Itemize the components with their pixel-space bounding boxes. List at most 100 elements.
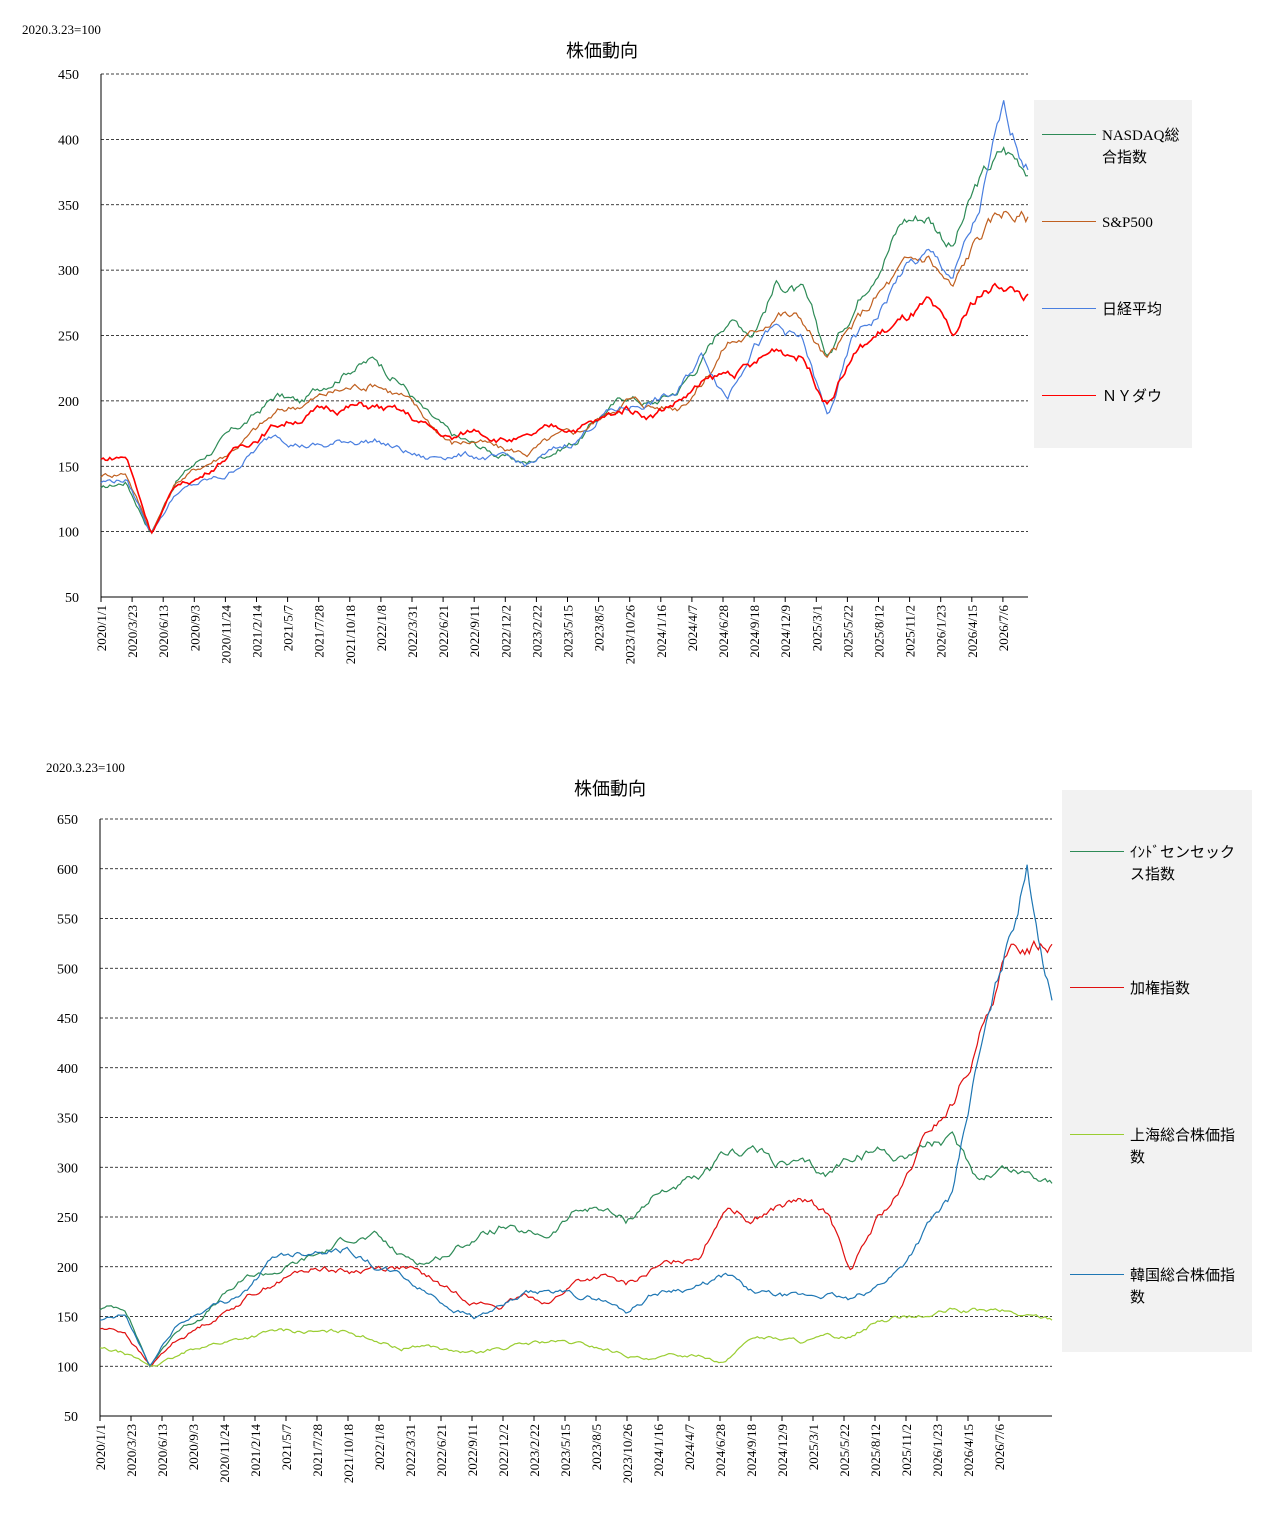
legend-swatch-shanghai [1070,1134,1124,1135]
x-tick-label: 2025/11/2 [899,1424,914,1476]
x-tick-label: 2020/11/24 [217,1424,232,1483]
legend-swatch-kospi [1070,1274,1124,1275]
x-tick-label: 2024/4/7 [682,1424,697,1471]
x-tick-label: 2020/9/3 [186,1424,201,1470]
chart-top-svg: 50 100 150 200 250 300 350 400 450 2020/1/1 2020/3… [58,68,1029,665]
legend-swatch-nydow [1042,395,1096,396]
x-tick-label: 2022/3/31 [405,605,420,658]
x-tick-label: 2021/2/14 [250,605,265,658]
x-tick-label: 2024/9/18 [747,605,762,658]
legend-swatch-taiex [1070,987,1124,988]
x-tick-label: 2025/3/1 [806,1424,821,1470]
legend-item-nikkei: 日経平均 [1042,299,1188,321]
x-tick-label: 2022/12/2 [498,605,513,658]
legend-label-nikkei: 日経平均 [1102,302,1163,318]
y-tick-label: 150 [58,460,79,475]
x-tick-label: 2025/3/1 [809,605,824,651]
x-tick-label: 2023/2/22 [527,1424,542,1477]
y-tick-label: 350 [58,199,79,214]
x-tick-label: 2024/9/18 [744,1424,759,1477]
legend-label-nydow: ＮＹダウ [1102,389,1163,405]
series-line [99,1131,1053,1368]
x-tick-label: 2022/1/8 [374,605,389,651]
x-tick-label: 2024/4/7 [685,605,700,652]
x-tick-label: 2025/8/12 [872,605,887,658]
legend-swatch-nasdaq [1042,134,1096,135]
x-tick-label: 2021/10/18 [341,1424,356,1483]
legend-item-nydow: ＮＹダウ [1042,386,1188,408]
legend-swatch-sp500 [1042,221,1096,222]
x-tick-label: 2020/11/24 [218,605,233,664]
series-line [100,100,1029,535]
x-tick-label: 2024/12/9 [775,1424,790,1477]
chart-bottom-svg: 50 100 150 200 250 300 350 400 450 500 550 600 650 20… [57,813,1053,1484]
legend-label-sp500: S&P500 [1102,215,1153,231]
x-tick-label: 2021/2/14 [248,1424,263,1477]
x-tick-label: 2024/12/9 [778,605,793,658]
y-tick-label: 400 [57,1062,78,1077]
x-tick-label: 2023/8/5 [589,1424,604,1470]
x-tick-label: 2024/6/28 [716,605,731,658]
x-tick-label: 2022/6/21 [436,605,451,658]
x-tick-label: 2022/1/8 [372,1424,387,1470]
legend-item-sensex: ｲﾝﾄﾞセンセックス指数 [1070,842,1248,886]
y-tick-label: 250 [57,1211,78,1226]
legend-item-taiex: 加権指数 [1070,978,1248,1000]
series-line [100,282,1029,535]
y-tick-label: 600 [57,863,78,878]
x-tick-label: 2023/2/22 [529,605,544,658]
series-line [99,864,1053,1367]
x-tick-label: 2022/9/11 [465,1424,480,1476]
y-tick-label: 50 [65,591,79,606]
y-tick-label: 350 [57,1112,78,1127]
x-tick-label: 2021/5/7 [279,1424,294,1471]
x-tick-label: 2023/10/26 [623,605,638,665]
chart-top-title: 株価動向 [566,41,638,61]
x-tick-label: 2024/1/16 [651,1424,666,1477]
x-tick-label: 2023/5/15 [558,1424,573,1477]
series-line [99,939,1053,1367]
legend-label-sensex: ｲﾝﾄﾞセンセックス指数 [1130,845,1236,883]
x-tick-label: 2026/7/6 [992,1424,1007,1471]
x-tick-label: 2020/1/1 [94,605,109,651]
legend-swatch-sensex [1070,851,1124,852]
x-tick-label: 2021/7/28 [310,1424,325,1477]
y-tick-label: 500 [57,962,78,977]
y-tick-label: 50 [64,1410,78,1425]
legend-item-kospi: 韓国総合株価指数 [1070,1265,1248,1309]
x-tick-label: 2026/1/23 [934,605,949,658]
y-tick-label: 150 [57,1311,78,1326]
legend-item-sp500: S&P500 [1042,212,1188,234]
x-tick-label: 2023/5/15 [561,605,576,658]
chart-top: 2020.3.23=100 株価動向 50 100 150 200 250 300 350 4… [0,0,1275,740]
x-tick-label: 2020/6/13 [156,605,171,658]
x-tick-label: 2020/9/3 [187,605,202,651]
x-tick-label: 2022/6/21 [434,1424,449,1477]
y-tick-label: 250 [58,330,79,345]
y-tick-label: 200 [57,1261,78,1276]
x-tick-label: 2020/6/13 [155,1424,170,1477]
x-tick-label: 2026/4/15 [965,605,980,658]
x-tick-label: 2021/5/7 [281,605,296,652]
chart-top-legend: NASDAQ総合指数 S&P500 日経平均 ＮＹダウ [1034,100,1192,448]
legend-item-nasdaq: NASDAQ総合指数 [1042,125,1188,169]
x-tick-label: 2020/3/23 [125,605,140,658]
x-tick-label: 2024/6/28 [713,1424,728,1477]
legend-label-kospi: 韓国総合株価指数 [1130,1268,1236,1306]
x-tick-label: 2021/7/28 [312,605,327,658]
y-tick-label: 550 [57,913,78,928]
legend-label-shanghai: 上海総合株価指数 [1130,1128,1236,1166]
x-tick-label: 2020/1/1 [93,1424,108,1470]
chart-bottom: 2020.3.23=100 株価動向 50 100 150 200 250 300 350 4… [0,745,1275,1523]
y-tick-label: 200 [58,395,79,410]
y-tick-label: 450 [58,68,79,83]
x-tick-label: 2022/12/2 [496,1424,511,1477]
x-tick-label: 2026/4/15 [961,1424,976,1477]
x-tick-label: 2025/11/2 [903,605,918,657]
x-tick-label: 2026/7/6 [996,605,1011,652]
series-line [100,210,1029,535]
y-tick-label: 450 [57,1012,78,1027]
x-tick-label: 2026/1/23 [930,1424,945,1477]
chart-bottom-note: 2020.3.23=100 [46,760,125,775]
x-tick-label: 2023/10/26 [620,1424,635,1484]
